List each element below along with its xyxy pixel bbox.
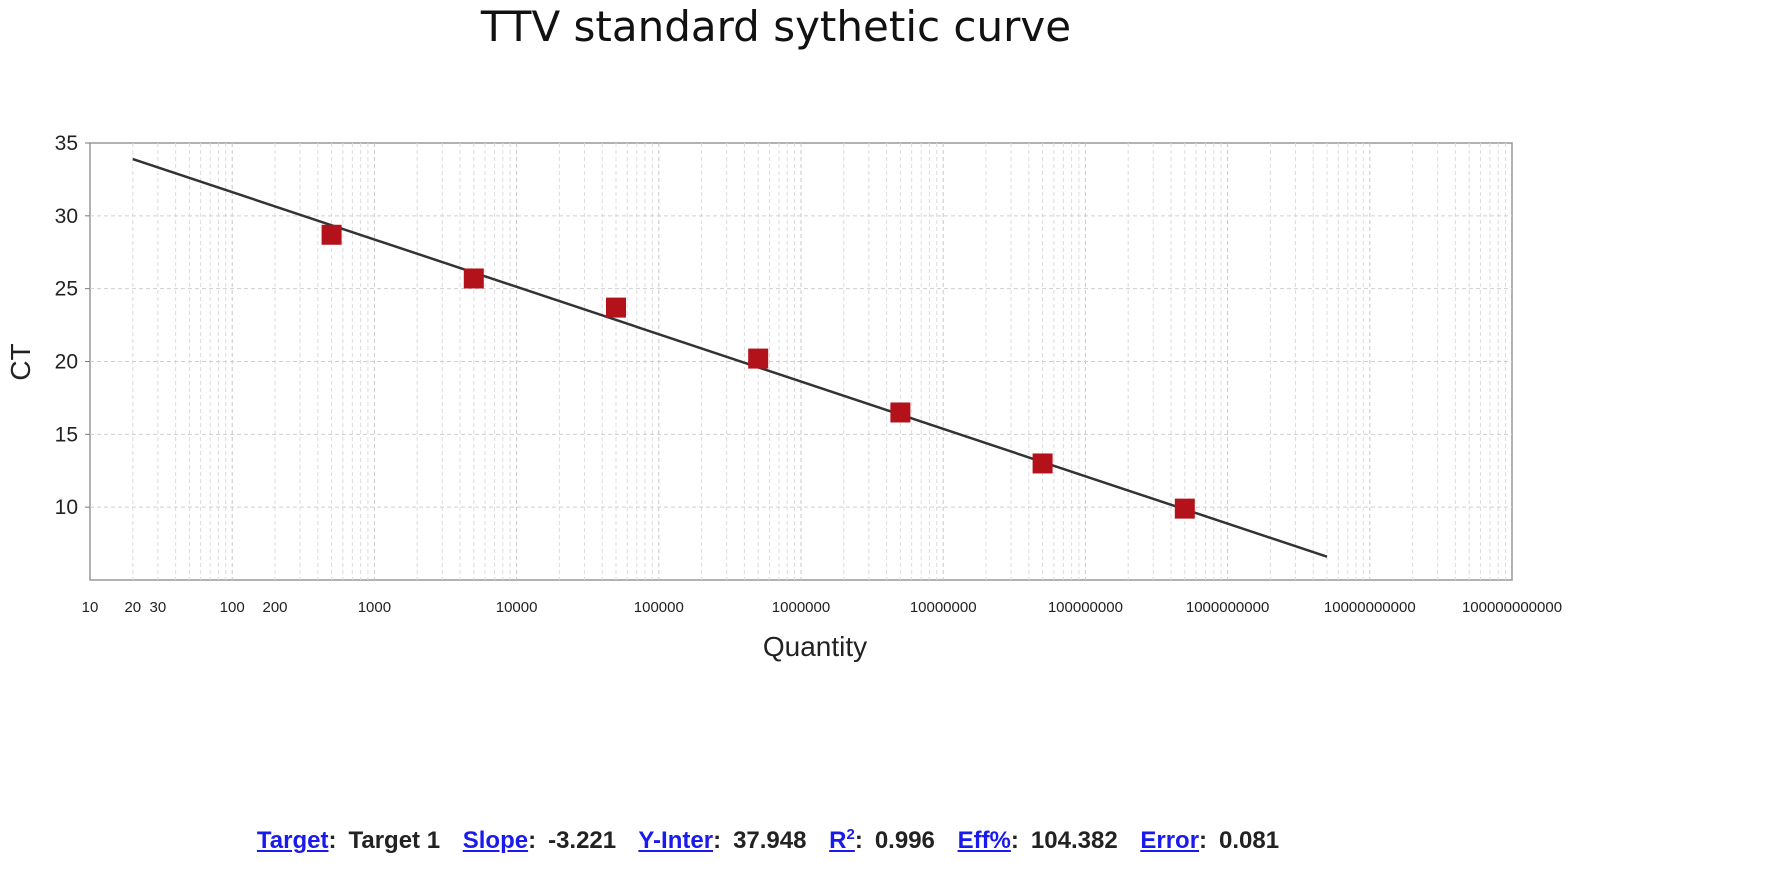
target-value: Target 1: [348, 827, 441, 854]
eff-link[interactable]: Eff%: [957, 827, 1011, 854]
x-tick-label: 1000000: [772, 599, 830, 616]
slope-link[interactable]: Slope: [462, 827, 529, 854]
stats-bar: Target: Target 1 Slope: -3.221 Y-Inter: 37.…: [256, 826, 1280, 854]
x-tick-label: 100000000000: [1462, 599, 1562, 616]
data-point: [748, 348, 769, 369]
error-link[interactable]: Error: [1140, 827, 1200, 854]
y-tick-label: 10: [55, 496, 78, 519]
data-point: [463, 268, 484, 289]
x-tick-label: 1000000000: [1186, 599, 1269, 616]
target-link[interactable]: Target: [256, 827, 329, 854]
data-point: [605, 297, 626, 318]
eff-value: 104.382: [1030, 827, 1118, 854]
r2-link[interactable]: R2: [829, 826, 855, 854]
r2-label: R: [829, 827, 847, 854]
x-axis-label: Quantity: [763, 631, 867, 662]
y-tick-label: 30: [55, 205, 78, 228]
x-tick-label: 100: [220, 599, 245, 616]
data-point: [1032, 453, 1053, 474]
y-tick-label: 25: [55, 278, 78, 301]
x-tick-label: 10000000000: [1324, 599, 1416, 616]
data-point: [321, 224, 342, 245]
x-tick-label: 100000000: [1048, 599, 1123, 616]
x-tick-label: 10000000: [910, 599, 977, 616]
yinter-link[interactable]: Y-Inter: [638, 827, 714, 854]
data-point: [1174, 498, 1195, 519]
x-tick-label: 30: [150, 599, 167, 616]
x-tick-label: 1000: [358, 599, 391, 616]
data-points: [321, 224, 1195, 519]
x-tick-label: 10000: [496, 599, 538, 616]
y-tick-label: 15: [55, 423, 78, 446]
grid: [90, 143, 1512, 580]
x-axis-ticks: 10 20 30 100 200 1000 10000 100000 1000000 100000…: [82, 599, 1562, 616]
x-tick-label: 200: [262, 599, 287, 616]
y-axis-ticks: 10 15 20 25 30 35: [55, 132, 90, 519]
y-axis-label: CT: [5, 343, 36, 380]
x-tick-label: 100000: [634, 599, 684, 616]
y-tick-label: 20: [55, 351, 78, 374]
r2-superscript: 2: [846, 826, 855, 843]
chart-area: 10 15 20 25 30 35 10 20 30 100 200 1000 10000 100000…: [5, 132, 1562, 662]
data-point: [890, 402, 911, 423]
x-tick-label: 20: [124, 599, 141, 616]
r2-value: 0.996: [874, 827, 935, 854]
y-tick-label: 35: [55, 132, 78, 155]
x-tick-label: 10: [82, 599, 99, 616]
slope-value: -3.221: [548, 827, 617, 854]
yinter-value: 37.948: [733, 827, 807, 854]
error-value: 0.081: [1219, 827, 1280, 854]
chart-title: TTV standard sythetic curve: [480, 2, 1072, 51]
